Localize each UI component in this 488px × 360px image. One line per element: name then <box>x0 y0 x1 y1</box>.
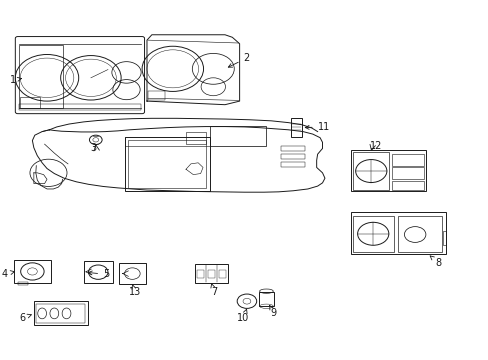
Bar <box>14 260 51 283</box>
Text: 5: 5 <box>88 269 109 279</box>
Bar <box>185 132 206 144</box>
Bar <box>352 216 393 252</box>
Bar <box>281 154 305 159</box>
Bar <box>148 91 164 100</box>
Text: 2: 2 <box>228 53 249 67</box>
Bar <box>281 146 305 151</box>
Text: 4: 4 <box>1 269 14 279</box>
Bar <box>219 270 226 278</box>
Bar <box>83 261 113 283</box>
Bar <box>194 264 227 283</box>
Bar <box>352 152 388 190</box>
Bar <box>391 167 423 179</box>
Text: 7: 7 <box>210 284 217 297</box>
Bar <box>350 150 426 192</box>
Bar <box>19 45 62 108</box>
Bar <box>210 126 266 146</box>
Bar <box>19 104 141 110</box>
Bar <box>18 282 27 285</box>
Text: 12: 12 <box>369 141 382 151</box>
Text: 11: 11 <box>305 122 329 132</box>
Bar <box>119 263 146 284</box>
Bar <box>125 137 210 191</box>
Bar <box>391 181 423 190</box>
Bar <box>196 270 203 278</box>
Text: 13: 13 <box>128 284 141 297</box>
Bar <box>34 301 88 325</box>
Bar <box>397 216 441 252</box>
Bar <box>36 304 85 323</box>
Bar <box>290 118 301 137</box>
Text: 3: 3 <box>90 143 96 153</box>
Bar <box>350 212 445 253</box>
Text: 1: 1 <box>9 75 21 85</box>
Text: 9: 9 <box>269 305 276 318</box>
Text: 10: 10 <box>237 309 249 323</box>
Bar <box>442 231 445 245</box>
Text: 6: 6 <box>19 313 31 323</box>
Text: 8: 8 <box>429 256 441 268</box>
Bar <box>20 97 40 108</box>
Bar <box>391 154 423 166</box>
Bar <box>128 140 206 188</box>
Bar <box>207 270 215 278</box>
Bar <box>259 292 273 306</box>
Bar <box>281 162 305 167</box>
